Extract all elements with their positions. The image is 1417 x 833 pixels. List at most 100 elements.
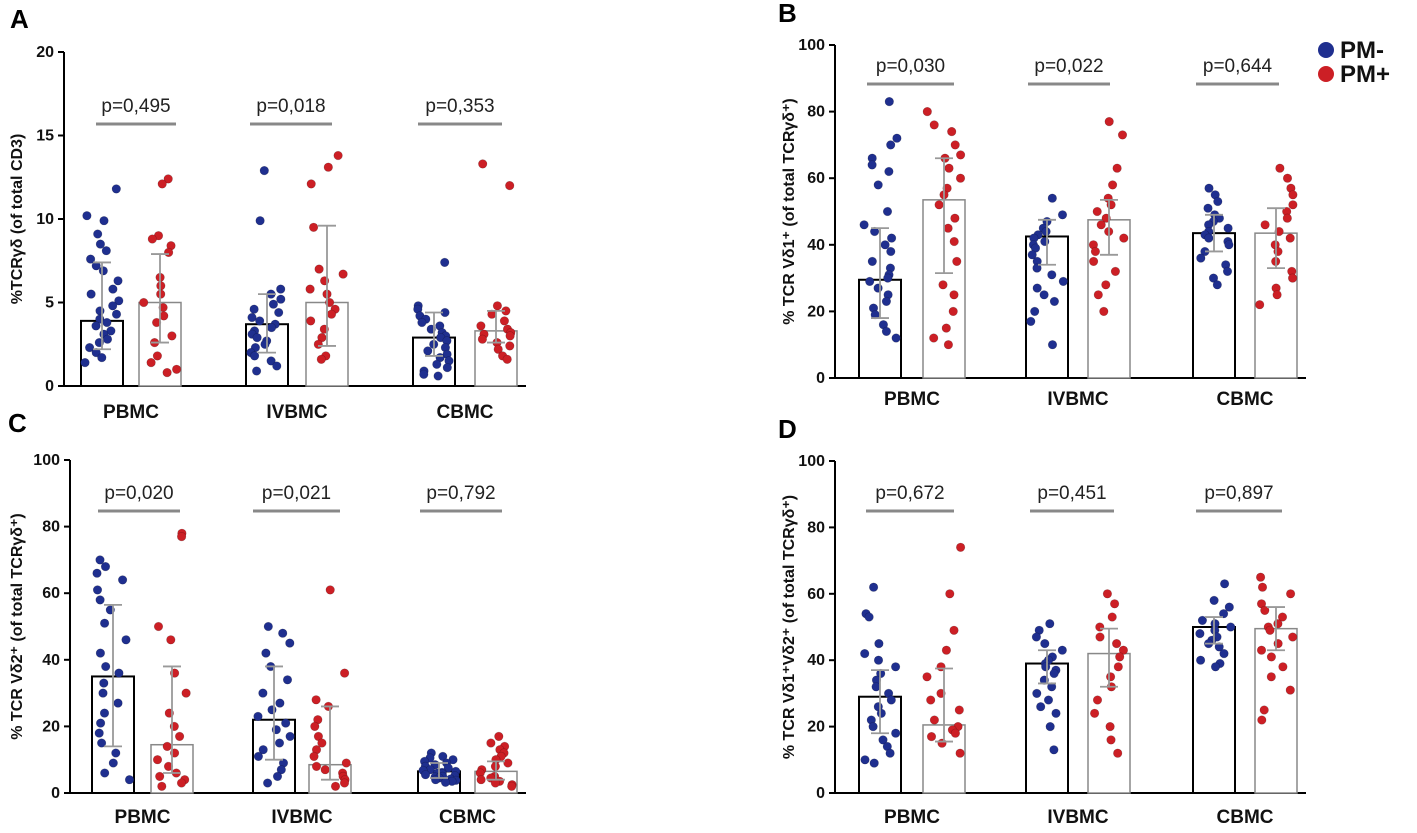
data-point-pm-plus xyxy=(948,306,958,317)
category-label: IVBMC xyxy=(1047,389,1109,410)
data-point-pm-minus xyxy=(117,575,128,585)
data-point-pm-plus xyxy=(954,705,964,715)
data-point-pm-plus xyxy=(492,301,503,311)
data-point-pm-minus xyxy=(1203,203,1213,213)
data-point-pm-plus xyxy=(1257,582,1268,592)
data-point-pm-minus xyxy=(261,648,271,658)
data-point-pm-minus xyxy=(1057,210,1068,220)
data-point-pm-minus xyxy=(1219,579,1230,589)
data-point-pm-plus xyxy=(139,297,149,308)
data-point-pm-minus xyxy=(102,334,113,344)
y-tick-label: 40 xyxy=(807,652,825,669)
data-point-pm-minus xyxy=(274,307,284,318)
data-point-pm-plus xyxy=(1288,632,1298,642)
category-label: PBMC xyxy=(115,807,171,828)
data-point-pm-minus xyxy=(91,261,101,271)
data-point-pm-minus xyxy=(1051,708,1061,718)
category-label: IVBMC xyxy=(271,807,333,828)
data-point-pm-plus xyxy=(172,364,182,374)
data-point-pm-minus xyxy=(98,266,108,276)
y-tick-label: 0 xyxy=(45,378,54,395)
data-point-pm-minus xyxy=(113,276,123,286)
data-point-pm-plus xyxy=(1115,652,1125,662)
panel-letter-c: C xyxy=(8,408,27,438)
data-point-pm-plus xyxy=(1101,280,1111,290)
data-point-pm-plus xyxy=(176,778,187,788)
data-point-pm-minus xyxy=(886,140,896,150)
legend-label-pm-plus: PM+ xyxy=(1340,61,1390,88)
y-tick-label: 60 xyxy=(807,170,825,187)
data-point-pm-minus xyxy=(868,582,879,592)
data-point-pm-minus xyxy=(95,648,105,658)
data-point-pm-plus xyxy=(326,309,337,319)
data-point-pm-plus xyxy=(943,340,954,350)
data-point-pm-plus xyxy=(1113,748,1123,758)
category-label: CBMC xyxy=(437,402,494,423)
data-point-pm-plus xyxy=(1107,180,1118,190)
data-point-pm-plus xyxy=(157,781,167,791)
data-point-pm-minus xyxy=(423,346,433,356)
data-point-pm-minus xyxy=(82,211,92,221)
data-point-pm-minus xyxy=(417,317,427,328)
data-point-pm-minus xyxy=(1041,226,1051,237)
data-point-pm-plus xyxy=(949,625,959,635)
data-point-pm-minus xyxy=(1047,270,1057,280)
data-point-pm-plus xyxy=(330,781,341,791)
y-tick-label: 0 xyxy=(816,785,825,802)
data-point-pm-plus xyxy=(1093,290,1103,300)
data-point-pm-minus xyxy=(865,276,875,287)
data-point-pm-minus xyxy=(249,304,259,314)
category-label: PBMC xyxy=(103,402,159,423)
data-point-pm-minus xyxy=(876,708,886,718)
data-point-pm-minus xyxy=(419,369,429,379)
category-label: CBMC xyxy=(1217,807,1274,828)
data-point-pm-plus xyxy=(1273,638,1283,649)
data-point-pm-plus xyxy=(340,668,350,678)
data-point-pm-minus xyxy=(111,184,121,194)
data-point-pm-plus xyxy=(955,748,965,758)
data-point-pm-plus xyxy=(1288,200,1298,210)
data-point-pm-plus xyxy=(929,120,939,130)
data-point-pm-plus xyxy=(333,150,343,161)
data-point-pm-plus xyxy=(1255,300,1265,310)
data-point-pm-plus xyxy=(486,738,496,748)
data-point-pm-plus xyxy=(937,738,947,748)
data-point-pm-plus xyxy=(944,163,954,173)
data-point-pm-minus xyxy=(99,216,109,226)
data-point-pm-minus xyxy=(873,283,883,293)
y-tick-label: 20 xyxy=(807,719,825,736)
data-point-pm-plus xyxy=(1106,200,1116,210)
p-value-label: p=0,353 xyxy=(425,96,494,117)
data-point-pm-plus xyxy=(1282,213,1292,223)
y-tick-label: 20 xyxy=(36,44,54,61)
data-point-pm-plus xyxy=(478,159,488,169)
data-point-pm-minus xyxy=(253,751,263,762)
data-point-pm-minus xyxy=(443,763,453,773)
data-point-pm-minus xyxy=(274,738,285,748)
data-point-pm-plus xyxy=(152,317,162,328)
y-tick-label: 60 xyxy=(42,585,60,602)
data-point-pm-plus xyxy=(309,751,319,762)
data-point-pm-plus xyxy=(922,106,932,117)
data-point-pm-plus xyxy=(950,140,960,150)
data-point-pm-minus xyxy=(1224,602,1234,612)
data-point-pm-plus xyxy=(1118,645,1128,655)
data-point-pm-minus xyxy=(438,751,448,762)
y-tick-label: 10 xyxy=(36,211,54,228)
data-point-pm-plus xyxy=(325,585,335,595)
data-point-pm-plus xyxy=(317,738,327,748)
data-point-pm-minus xyxy=(285,731,295,742)
data-point-pm-minus xyxy=(1045,721,1055,732)
data-point-pm-minus xyxy=(1213,196,1223,207)
y-axis-label: % TCR Vδ1⁺ (of total TCRγδ⁺) xyxy=(781,98,798,325)
data-point-pm-minus xyxy=(420,770,431,780)
data-point-pm-plus xyxy=(341,758,351,768)
data-point-pm-minus xyxy=(266,323,277,333)
data-point-pm-plus xyxy=(309,222,319,232)
data-point-pm-plus xyxy=(1288,190,1298,200)
data-point-pm-plus xyxy=(1112,163,1122,173)
data-point-pm-plus xyxy=(926,695,936,705)
data-point-pm-plus xyxy=(507,781,517,791)
data-point-pm-plus xyxy=(155,771,165,782)
data-point-pm-plus xyxy=(494,731,504,742)
